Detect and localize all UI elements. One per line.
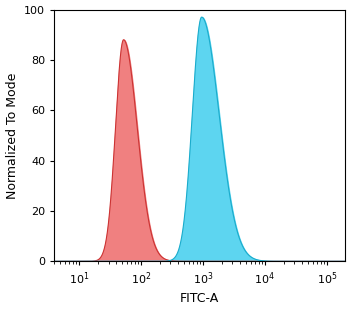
Y-axis label: Normalized To Mode: Normalized To Mode	[6, 72, 19, 199]
X-axis label: FITC-A: FITC-A	[180, 292, 219, 305]
